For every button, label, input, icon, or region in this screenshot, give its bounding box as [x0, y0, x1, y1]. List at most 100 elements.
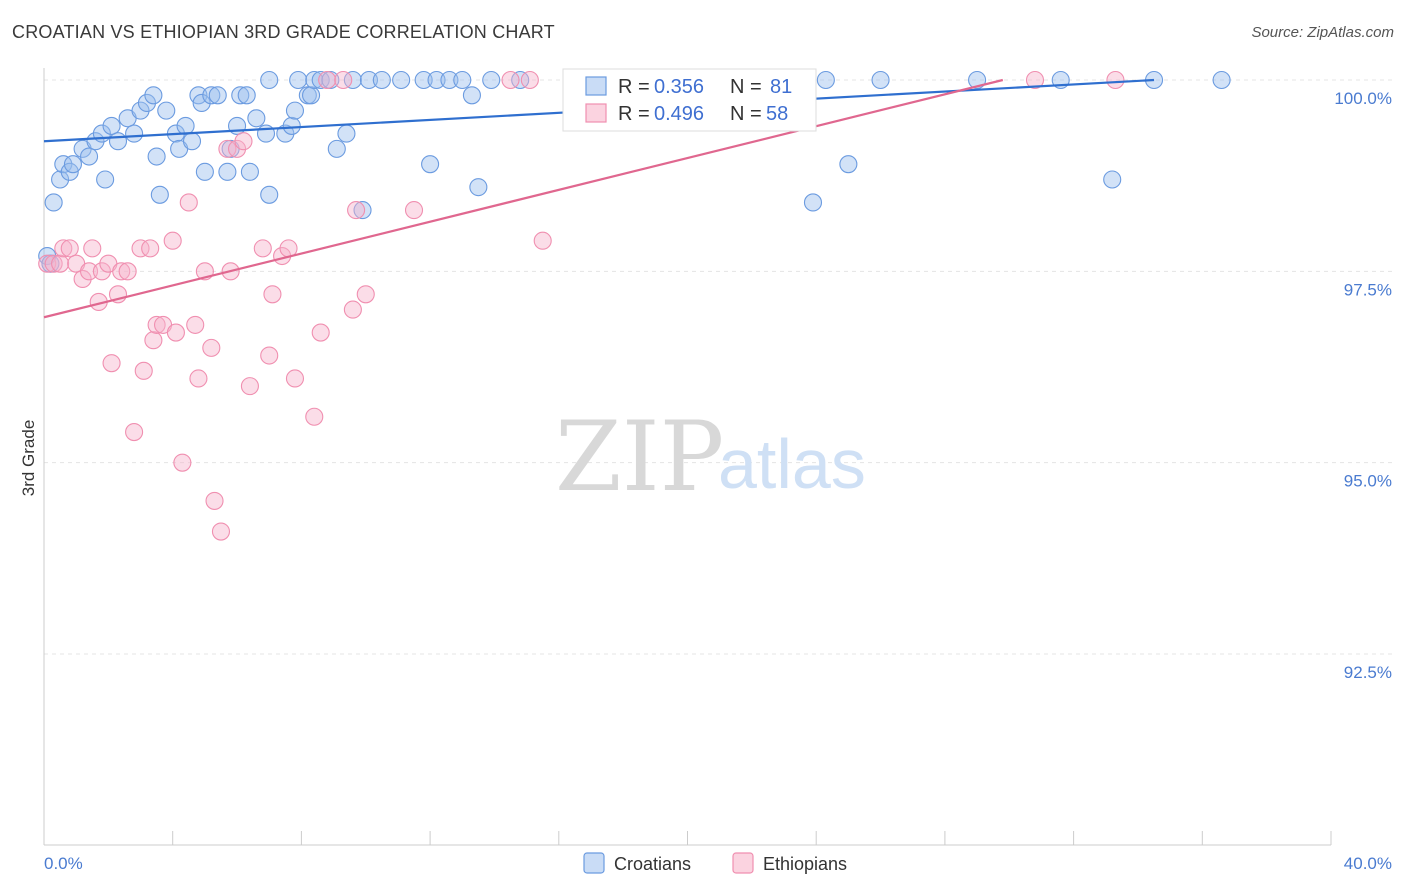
croatians-point	[195, 162, 214, 181]
x-tick-label-max: 40.0%	[1344, 854, 1392, 873]
chart-title: CROATIAN VS ETHIOPIAN 3RD GRADE CORRELAT…	[12, 22, 555, 42]
legend-n-value-2: 58	[766, 103, 788, 125]
croatians-point	[359, 70, 379, 90]
croatians-point	[372, 70, 391, 90]
ethiopians-point	[347, 201, 366, 220]
ethiopians-point	[118, 262, 137, 281]
croatians-point	[86, 132, 105, 151]
croatians-point	[63, 155, 83, 174]
legend-swatch-croatians-stats	[585, 76, 607, 96]
legend-n-label-2: N =	[730, 103, 762, 125]
croatians-point	[147, 147, 166, 166]
ethiopians-point	[144, 331, 163, 350]
ethiopians-point	[125, 423, 144, 442]
y-tick-label: 92.5%	[1344, 663, 1392, 682]
croatians-point	[469, 178, 488, 197]
source-label: Source: ZipAtlas.com	[1251, 24, 1394, 41]
ethiopians-point	[228, 139, 247, 158]
ethiopians-point	[234, 132, 253, 151]
ethiopians-point	[533, 231, 552, 250]
ethiopians-point	[305, 407, 324, 426]
croatians-point	[102, 116, 121, 135]
ethiopians-point	[520, 70, 539, 90]
croatians-point	[1103, 170, 1122, 189]
ethiopians-point	[54, 239, 73, 258]
ethiopians-point	[112, 262, 131, 281]
stats-legend: R = 0.356 N = 81 R = 0.496 N = 58	[562, 68, 817, 132]
y-tick-label: 97.5%	[1344, 280, 1392, 299]
legend-swatch-ethiopians-stats	[585, 103, 607, 123]
ethiopians-point	[1106, 70, 1125, 90]
legend-r-value-1: 0.356	[654, 76, 704, 98]
watermark: ZIP atlas	[555, 401, 866, 513]
ethiopians-point	[205, 491, 224, 510]
ethiopians-point	[173, 453, 192, 472]
croatians-point	[343, 70, 362, 90]
ethiopians-point	[44, 254, 63, 273]
croatians-point	[482, 70, 501, 90]
croatians-point	[231, 86, 250, 105]
ethiopians-point	[253, 239, 272, 258]
ethiopians-point	[38, 254, 57, 273]
ethiopians-point	[260, 346, 279, 365]
ethiopians-point	[202, 338, 221, 357]
legend-label-ethiopians: Ethiopians	[763, 854, 847, 874]
ethiopians-point	[240, 377, 259, 396]
croatians-point	[218, 162, 237, 181]
ethiopians-point	[285, 369, 305, 388]
ethiopians-point	[343, 300, 362, 319]
croatians-point	[302, 86, 321, 105]
watermark-zip: ZIP	[555, 401, 724, 513]
ethiopians-point	[51, 254, 70, 273]
x-tick-label-min: 0.0%	[44, 854, 83, 873]
ethiopians-point	[263, 285, 282, 304]
croatians-point	[353, 201, 372, 220]
croatians-point	[282, 116, 301, 135]
ethiopians-point	[1025, 70, 1045, 90]
croatians-point	[289, 70, 308, 90]
ethiopians-point	[131, 239, 150, 258]
croatians-point	[150, 185, 169, 204]
legend-n-value-1: 81	[770, 76, 792, 98]
croatians-point	[440, 70, 459, 90]
croatians-point	[427, 70, 446, 90]
ethiopians-point	[134, 361, 153, 380]
ethiopians-point	[102, 354, 121, 373]
ethiopians-point	[186, 315, 205, 334]
ethiopians-point	[211, 522, 231, 541]
croatians-point	[462, 86, 481, 105]
croatians-point	[176, 116, 195, 135]
legend-n-label-1: N =	[730, 76, 762, 98]
croatians-point	[260, 185, 279, 204]
croatians-point	[44, 193, 63, 212]
croatians-point	[803, 193, 823, 212]
croatians-point	[285, 101, 305, 120]
croatians-point	[240, 162, 259, 181]
ethiopians-point	[356, 285, 375, 304]
croatians-point	[260, 70, 279, 90]
legend-swatch-ethiopians	[732, 852, 754, 874]
croatians-point	[511, 70, 530, 90]
ethiopians-point	[501, 70, 520, 90]
watermark-atlas: atlas	[718, 425, 866, 503]
croatians-point	[337, 124, 356, 143]
croatians-point	[392, 70, 411, 90]
y-tick-label: 95.0%	[1344, 472, 1392, 491]
ethiopians-point	[73, 269, 92, 289]
croatians-point	[108, 132, 128, 151]
legend-r-label-1: R =	[618, 76, 650, 98]
legend-r-value-2: 0.496	[654, 103, 704, 125]
ethiopians-point	[83, 239, 102, 258]
croatians-point	[237, 86, 256, 105]
legend-label-croatians: Croatians	[614, 854, 691, 874]
ethiopians-point	[179, 193, 198, 212]
croatians-point	[125, 124, 144, 143]
ethiopians-point	[311, 323, 330, 342]
croatians-point	[871, 70, 890, 90]
croatians-point	[453, 70, 472, 90]
ethiopians-point	[404, 201, 424, 220]
croatians-point	[276, 124, 295, 143]
x-ticks	[43, 831, 1332, 845]
croatians-point	[144, 86, 163, 105]
